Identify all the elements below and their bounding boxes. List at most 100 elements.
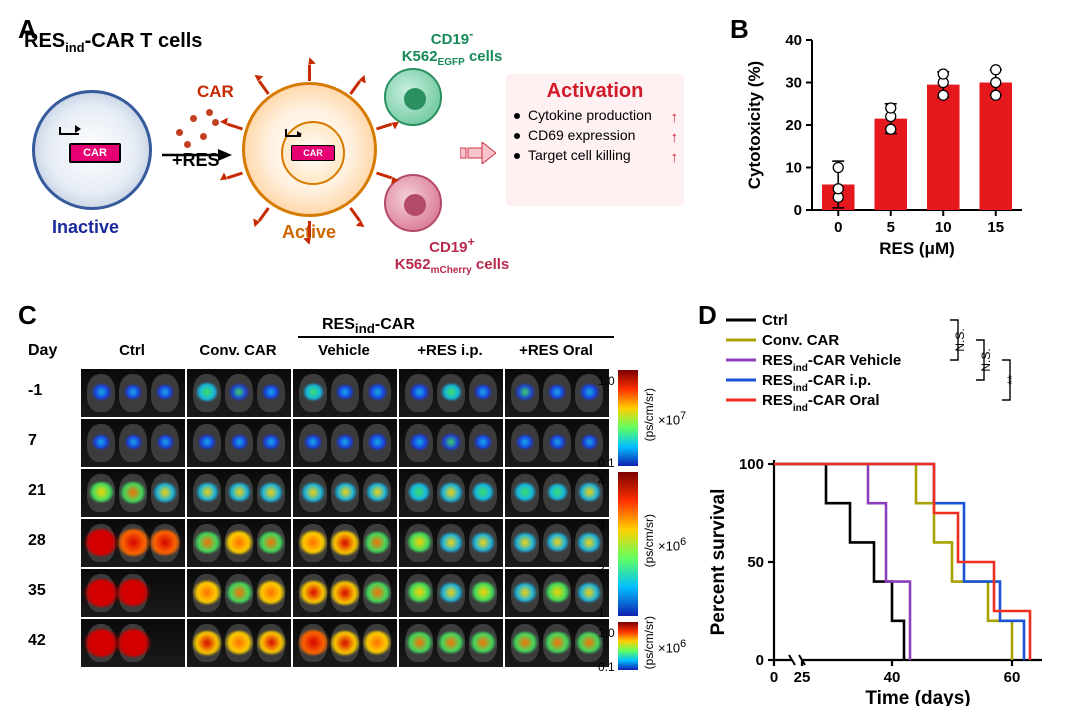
- svg-text:10: 10: [785, 160, 802, 177]
- activation-item: CD69 expression↑: [514, 127, 676, 143]
- svg-text:20: 20: [785, 117, 802, 134]
- imaging-tile: [293, 369, 397, 417]
- svg-text:0: 0: [834, 219, 842, 236]
- svg-text:40: 40: [785, 32, 802, 49]
- svg-text:Cytotoxicity (%): Cytotoxicity (%): [745, 61, 764, 189]
- day-label: 21: [28, 482, 46, 500]
- up-arrow-icon: ↑: [671, 109, 679, 126]
- imaging-tile: [505, 419, 609, 467]
- day-label: 28: [28, 532, 46, 550]
- imaging-tile: [505, 369, 609, 417]
- svg-text:15: 15: [987, 219, 1004, 236]
- colorbar-exponent: ×106: [658, 536, 686, 553]
- svg-text:**: **: [1005, 375, 1019, 385]
- imaging-tile: [293, 519, 397, 567]
- day-label: -1: [28, 382, 42, 400]
- svg-text:0: 0: [794, 202, 802, 219]
- inactive-cell-icon: CAR: [32, 90, 152, 210]
- svg-text:Conv. CAR: Conv. CAR: [762, 332, 839, 349]
- up-arrow-icon: ↑: [671, 149, 679, 166]
- column-header: +RES i.p.: [398, 342, 502, 359]
- active-cell-icon: CAR: [242, 82, 377, 217]
- colorbar-exponent: ×107: [658, 410, 686, 427]
- svg-text:5: 5: [887, 219, 895, 236]
- imaging-tile: [399, 569, 503, 617]
- column-header: Conv. CAR: [186, 342, 290, 359]
- imaging-tile: [187, 519, 291, 567]
- svg-text:RESind-CAR Oral: RESind-CAR Oral: [762, 392, 880, 414]
- imaging-tile: [399, 619, 503, 667]
- svg-text:Time (days): Time (days): [865, 688, 970, 706]
- colorbar-tick: 2: [598, 562, 648, 576]
- imaging-tile: [399, 369, 503, 417]
- imaging-tile: [81, 469, 185, 517]
- imaging-tile: [399, 419, 503, 467]
- colorbar-unit: (ps/cm/sr): [642, 388, 656, 441]
- imaging-tile: [187, 419, 291, 467]
- svg-text:Percent survival: Percent survival: [708, 489, 729, 636]
- activation-arrow-icon: [460, 142, 496, 164]
- imaging-tile: [293, 569, 397, 617]
- svg-text:RES (μM): RES (μM): [879, 239, 955, 258]
- imaging-tile: [81, 519, 185, 567]
- imaging-tile: [293, 619, 397, 667]
- activation-item: Cytokine production↑: [514, 107, 676, 123]
- colorbar-unit: (ps/cm/sr): [642, 514, 656, 567]
- svg-text:40: 40: [884, 669, 901, 686]
- svg-text:30: 30: [785, 75, 802, 92]
- svg-text:0: 0: [770, 669, 778, 686]
- imaging-tile: [505, 569, 609, 617]
- column-header: Vehicle: [292, 342, 396, 359]
- imaging-tile: [81, 419, 185, 467]
- imaging-tile: [505, 519, 609, 567]
- imaging-tile: [81, 619, 185, 667]
- activation-title: Activation: [514, 80, 676, 103]
- svg-text:50: 50: [747, 554, 764, 571]
- imaging-tile: [81, 569, 185, 617]
- svg-text:25: 25: [794, 669, 811, 686]
- colorbar: [618, 472, 638, 616]
- svg-text:0: 0: [756, 652, 764, 669]
- day-label: 7: [28, 432, 37, 450]
- colorbar-tick: 4: [598, 474, 648, 488]
- column-header: +RES Oral: [504, 342, 608, 359]
- svg-text:N.S.: N.S.: [979, 348, 993, 371]
- colorbar-unit: (ps/cm/sr): [642, 616, 656, 669]
- colorbar-tick: 3: [598, 518, 648, 532]
- res-molecule-icon: [172, 107, 232, 147]
- imaging-tile: [187, 569, 291, 617]
- imaging-tile: [293, 419, 397, 467]
- imaging-tile: [505, 619, 609, 667]
- k562-egfp-cell-icon: [384, 68, 442, 126]
- svg-text:100: 100: [739, 456, 764, 473]
- imaging-tile: [81, 369, 185, 417]
- car-cassette-active-icon: CAR: [291, 145, 335, 161]
- colorbar-tick: 0.1: [598, 660, 648, 674]
- colorbar-tick: 1.0: [598, 374, 648, 388]
- panel-b-barchart: 0 10 20 30 40 Cytotoxicity (%) 0 5 10 15 RES (μM): [740, 22, 1060, 257]
- imaging-grid: [80, 368, 610, 668]
- inactive-label: Inactive: [52, 217, 119, 238]
- up-arrow-icon: ↑: [671, 129, 679, 146]
- day-label: 35: [28, 582, 46, 600]
- svg-text:RESind-CAR i.p.: RESind-CAR i.p.: [762, 372, 871, 394]
- imaging-tile: [505, 469, 609, 517]
- colorbar-tick: 1: [598, 606, 648, 620]
- resind-car-group-header: RESind-CAR: [322, 316, 415, 336]
- svg-text:N.S.: N.S.: [953, 328, 967, 351]
- activation-box: Activation Cytokine production↑ CD69 expr…: [506, 74, 684, 206]
- svg-text:10: 10: [935, 219, 952, 236]
- imaging-tile: [187, 469, 291, 517]
- day-header: Day: [28, 342, 57, 360]
- imaging-tile: [399, 519, 503, 567]
- day-label: 42: [28, 632, 46, 650]
- k562-mcherry-caption: CD19+K562mCherry cells: [382, 236, 522, 276]
- svg-text:60: 60: [1004, 669, 1021, 686]
- panel-d-survival: 0 50 100 0 25 40 60 Percent survival Time (days)…: [702, 302, 1068, 707]
- imaging-tile: [399, 469, 503, 517]
- colorbar-exponent: ×106: [658, 638, 686, 655]
- k562-egfp-caption: CD19-K562EGFP cells: [392, 28, 512, 68]
- imaging-tile: [187, 369, 291, 417]
- imaging-tile: [293, 469, 397, 517]
- group-line: [298, 336, 614, 338]
